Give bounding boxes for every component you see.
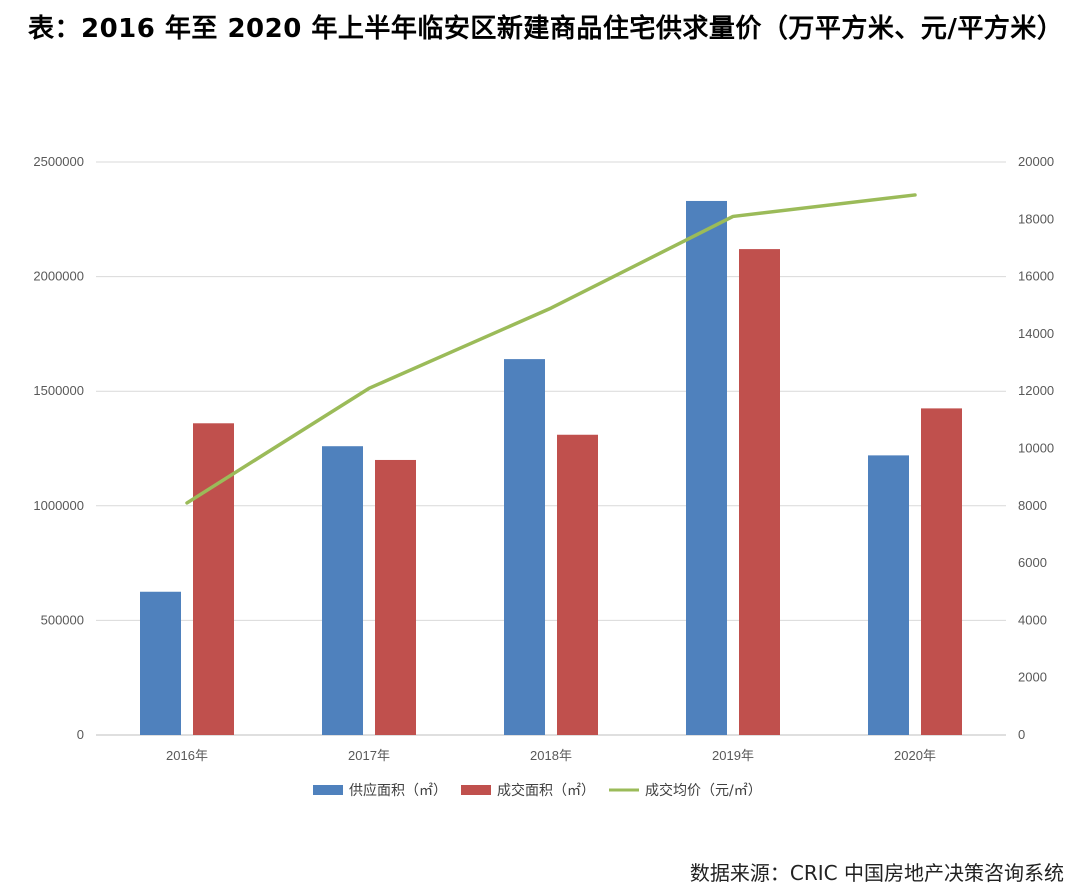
- legend-swatch: [313, 785, 343, 795]
- bar-supply: [140, 591, 181, 735]
- price-line: [185, 193, 917, 505]
- y-right-tick-label: 4000: [1018, 612, 1047, 627]
- y-right-tick-label: 14000: [1018, 326, 1054, 341]
- y-right-tick-label: 8000: [1018, 498, 1047, 513]
- bar-transaction: [921, 408, 962, 735]
- bar-transaction: [557, 434, 598, 735]
- chart-title: 表：2016 年至 2020 年上半年临安区新建商品住宅供求量价（万平方米、元/…: [28, 14, 1064, 44]
- x-tick-label: 2018年: [530, 748, 572, 763]
- legend-swatch: [461, 785, 491, 795]
- y-left-tick-label: 2500000: [33, 154, 84, 169]
- bar-supply: [686, 200, 727, 736]
- bar-supply: [868, 455, 909, 735]
- bar-transaction: [375, 459, 416, 735]
- x-tick-label: 2017年: [348, 748, 390, 763]
- y-right-tick-label: 6000: [1018, 555, 1047, 570]
- price-series-line: [185, 193, 917, 505]
- y-right-tick-label: 16000: [1018, 269, 1054, 284]
- bar-supply: [322, 446, 363, 735]
- y-right-tick-label: 20000: [1018, 154, 1054, 169]
- axes: 0 500000 1000000 1500000 2000000 2500000 0 2000…: [33, 154, 1054, 763]
- y-left-tick-label: 0: [77, 727, 84, 742]
- legend-label: 成交面积（㎡）: [497, 782, 595, 799]
- y-left-tick-label: 500000: [41, 612, 84, 627]
- bars: [140, 200, 962, 736]
- x-tick-label: 2016年: [166, 748, 208, 763]
- legend-label: 供应面积（㎡）: [349, 782, 447, 799]
- x-tick-label: 2020年: [894, 748, 936, 763]
- y-right-tick-label: 2000: [1018, 670, 1047, 685]
- gridlines: [96, 161, 1006, 736]
- y-left-tick-label: 1500000: [33, 383, 84, 398]
- y-right-tick-label: 12000: [1018, 383, 1054, 398]
- y-left-tick-label: 1000000: [33, 498, 84, 513]
- bar-supply: [504, 359, 545, 735]
- y-right-tick-label: 10000: [1018, 441, 1054, 456]
- y-right-tick-label: 0: [1018, 727, 1025, 742]
- bar-transaction: [193, 423, 234, 735]
- y-right-tick-label: 18000: [1018, 211, 1054, 226]
- legend-label: 成交均价（元/㎡）: [645, 782, 762, 799]
- legend: 供应面积（㎡） 成交面积（㎡） 成交均价（元/㎡）: [313, 782, 762, 799]
- data-source: 数据来源：CRIC 中国房地产决策咨询系统: [689, 861, 1064, 885]
- y-left-tick-label: 2000000: [33, 269, 84, 284]
- bar-transaction: [739, 249, 780, 735]
- x-tick-label: 2019年: [712, 748, 754, 763]
